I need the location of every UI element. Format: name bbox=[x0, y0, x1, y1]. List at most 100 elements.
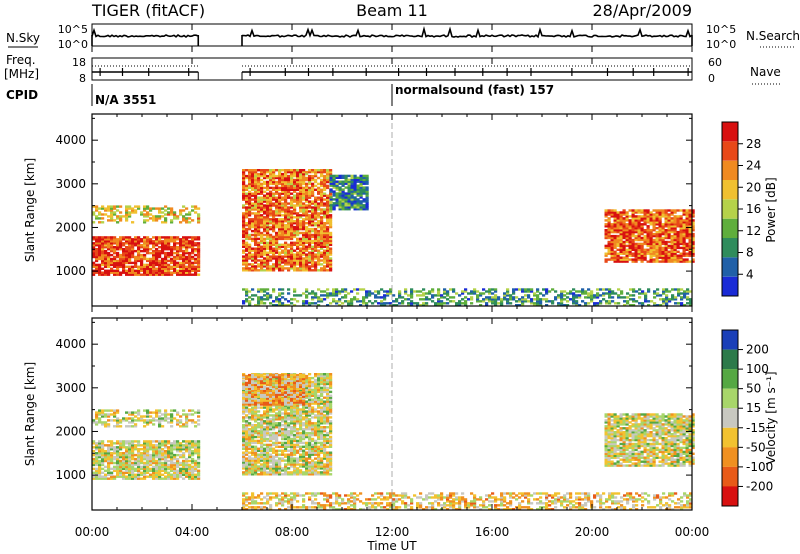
heatmap-cell bbox=[278, 224, 282, 227]
heatmap-cell bbox=[155, 475, 159, 478]
heatmap-cell bbox=[365, 202, 369, 205]
heatmap-cell bbox=[251, 439, 255, 443]
heatmap-cell bbox=[305, 269, 309, 272]
heatmap-cell bbox=[173, 259, 177, 263]
heatmap-cell bbox=[281, 220, 285, 223]
heatmap-cell bbox=[98, 417, 102, 420]
heatmap-cell bbox=[533, 294, 537, 297]
heatmap-cell bbox=[113, 265, 117, 268]
heatmap-cell bbox=[164, 455, 168, 459]
heatmap-cell bbox=[296, 200, 300, 203]
heatmap-cell bbox=[299, 184, 303, 188]
heatmap-cell bbox=[308, 180, 312, 184]
heatmap-cell bbox=[179, 455, 183, 459]
heatmap-cell bbox=[365, 196, 369, 199]
heatmap-cell bbox=[464, 302, 468, 305]
heatmap-cell bbox=[152, 475, 156, 478]
heatmap-cell bbox=[308, 214, 312, 217]
heatmap-cell bbox=[128, 448, 132, 451]
heatmap-cell bbox=[631, 244, 635, 248]
heatmap-cell bbox=[257, 455, 261, 458]
heatmap-cell bbox=[317, 253, 321, 256]
heatmap-cell bbox=[182, 244, 186, 247]
heatmap-cell bbox=[686, 290, 690, 293]
heatmap-cell bbox=[332, 194, 336, 197]
heatmap-cell bbox=[610, 213, 614, 216]
heatmap-cell bbox=[101, 477, 105, 480]
heatmap-cell bbox=[643, 256, 647, 259]
heatmap-cell bbox=[677, 292, 681, 295]
heatmap-cell bbox=[257, 447, 261, 450]
heatmap-cell bbox=[113, 238, 117, 241]
heatmap-cell bbox=[350, 202, 354, 205]
heatmap-cell bbox=[275, 243, 279, 246]
noise-right-tick-bottom: 10^0 bbox=[706, 38, 736, 51]
heatmap-cell bbox=[610, 227, 614, 230]
heatmap-cell bbox=[665, 300, 669, 303]
heatmap-cell bbox=[677, 290, 681, 293]
heatmap-cell bbox=[182, 238, 186, 241]
heatmap-cell bbox=[248, 208, 252, 211]
heatmap-cell bbox=[620, 290, 624, 293]
heatmap-cell bbox=[287, 214, 291, 217]
heatmap-cell bbox=[329, 243, 333, 246]
heatmap-cell bbox=[676, 256, 680, 259]
heatmap-cell bbox=[652, 221, 656, 224]
heatmap-cell bbox=[458, 300, 462, 303]
heatmap-cell bbox=[266, 428, 270, 431]
heatmap-cell bbox=[332, 176, 336, 179]
heatmap-cell bbox=[257, 467, 261, 470]
heatmap-cell bbox=[170, 248, 174, 251]
heatmap-cell bbox=[338, 190, 342, 193]
heatmap-cell bbox=[398, 302, 402, 305]
heatmap-cell bbox=[155, 419, 159, 422]
heatmap-cell bbox=[293, 249, 297, 252]
heatmap-cell bbox=[197, 267, 201, 270]
heatmap-cell bbox=[629, 294, 633, 297]
heatmap-cell bbox=[95, 423, 99, 426]
heatmap-cell bbox=[197, 473, 201, 476]
heatmap-cell bbox=[290, 218, 294, 221]
heatmap-cell bbox=[311, 186, 315, 190]
heatmap-cell bbox=[272, 461, 276, 464]
heatmap-cell bbox=[161, 236, 165, 239]
heatmap-cell bbox=[173, 444, 177, 447]
heatmap-cell bbox=[679, 260, 683, 263]
heatmap-cell bbox=[131, 242, 135, 245]
heatmap-cell bbox=[257, 302, 261, 305]
heatmap-cell bbox=[182, 425, 186, 428]
heatmap-cell bbox=[176, 444, 180, 447]
heatmap-cell bbox=[164, 469, 168, 472]
heatmap-cell bbox=[98, 273, 102, 276]
heatmap-cell bbox=[673, 221, 677, 224]
heatmap-cell bbox=[320, 192, 324, 195]
heatmap-cell bbox=[275, 214, 279, 217]
heatmap-cell bbox=[625, 232, 629, 236]
heatmap-cell bbox=[113, 261, 117, 265]
heatmap-cell bbox=[679, 232, 683, 236]
heatmap-cell bbox=[119, 248, 123, 251]
heatmap-cell bbox=[599, 302, 603, 305]
heatmap-cell bbox=[119, 273, 123, 276]
heatmap-cell bbox=[146, 411, 150, 414]
heatmap-cell bbox=[113, 273, 117, 276]
heatmap-cell bbox=[161, 265, 165, 268]
heatmap-cell bbox=[245, 241, 249, 244]
heatmap-cell bbox=[575, 294, 579, 297]
heatmap-cell bbox=[661, 215, 665, 218]
heatmap-cell bbox=[329, 265, 333, 268]
heatmap-cell bbox=[437, 304, 441, 307]
heatmap-cell bbox=[296, 178, 300, 182]
heatmap-cell bbox=[107, 415, 111, 418]
heatmap-cell bbox=[305, 267, 309, 270]
heatmap-cell bbox=[383, 304, 387, 307]
heatmap-cell bbox=[158, 411, 162, 414]
heatmap-cell bbox=[170, 467, 174, 471]
heatmap-cell bbox=[242, 231, 246, 235]
heatmap-cell bbox=[254, 426, 258, 429]
heatmap-cell bbox=[116, 267, 120, 270]
heatmap-cell bbox=[299, 267, 303, 270]
heatmap-cell bbox=[197, 475, 201, 478]
heatmap-cell bbox=[290, 302, 294, 305]
heatmap-cell bbox=[137, 248, 141, 251]
